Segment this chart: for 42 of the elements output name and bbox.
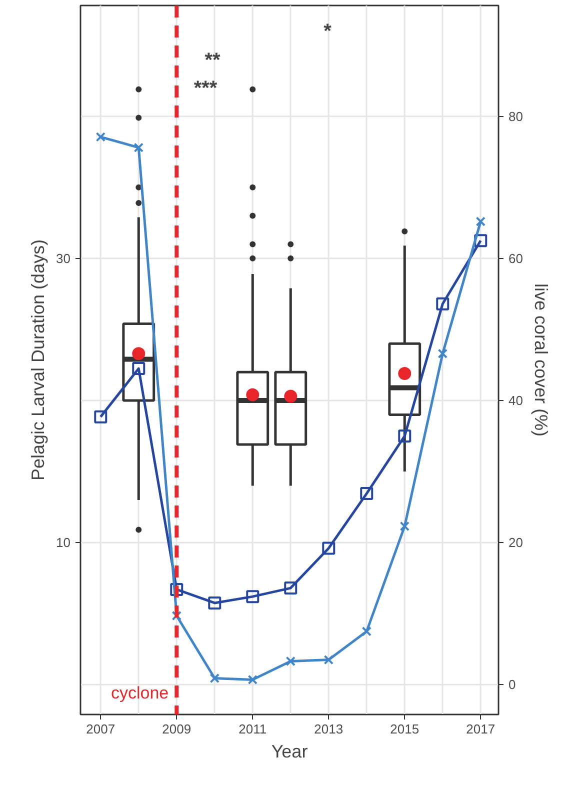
- y2-tick-label: 40: [508, 392, 523, 408]
- y2-axis-title: live coral cover (%): [530, 283, 551, 437]
- annotation: ***: [194, 78, 218, 100]
- point: [322, 542, 336, 555]
- point: [360, 487, 374, 500]
- point: [400, 521, 410, 532]
- y-tick-label: 30: [56, 250, 71, 266]
- y2-tick-label: 60: [508, 250, 523, 266]
- point: [94, 410, 108, 424]
- point: [324, 654, 334, 665]
- point: [172, 610, 182, 621]
- annotation: *: [324, 20, 332, 42]
- point: [246, 590, 260, 604]
- x-tick-label: 2011: [238, 722, 267, 736]
- point: [398, 430, 412, 443]
- point: [474, 234, 488, 248]
- x-axis-title: Year: [271, 742, 308, 762]
- x-tick-label: 2007: [86, 722, 116, 736]
- point: [436, 297, 450, 310]
- y2-tick-label: 80: [508, 108, 523, 124]
- point: [284, 582, 298, 595]
- y-axis-title: Pelagic Larval Duration (days): [28, 239, 48, 481]
- ref-line-label: cyclone: [111, 684, 169, 702]
- point: [286, 656, 296, 666]
- point: [438, 348, 448, 358]
- point: [362, 626, 372, 636]
- y2-tick-label: 20: [508, 535, 523, 550]
- x-tick-label: 2015: [390, 722, 420, 736]
- x-tick-label: 2009: [162, 722, 192, 736]
- point: [210, 673, 220, 684]
- point: [132, 362, 146, 376]
- point: [476, 216, 486, 226]
- point: [248, 674, 258, 685]
- y2-tick-label: 0: [508, 677, 516, 692]
- x-tick-label: 2013: [314, 722, 344, 736]
- annotation: **: [204, 50, 220, 72]
- point: [96, 132, 106, 142]
- y-tick-label: 10: [56, 535, 71, 550]
- point: [170, 582, 184, 596]
- point: [134, 142, 144, 152]
- x-tick-label: 2017: [466, 722, 496, 736]
- point: [208, 596, 222, 610]
